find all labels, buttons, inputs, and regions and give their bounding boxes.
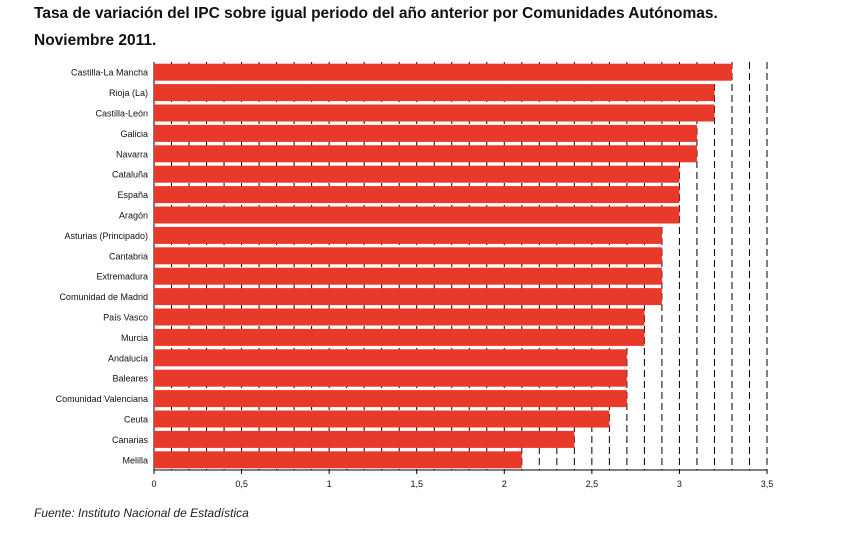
chart-title: Tasa de variación del IPC sobre igual pe… <box>34 5 718 22</box>
x-tick-label: 2,5 <box>586 479 599 489</box>
bar <box>154 226 662 244</box>
chart-subtitle: Noviembre 2011. <box>34 32 157 49</box>
category-label: Andalucía <box>108 353 148 363</box>
category-label: Comunidad Valenciana <box>56 394 148 404</box>
category-label: Canarias <box>112 435 149 445</box>
bar <box>154 267 662 285</box>
category-label: País Vasco <box>103 313 148 323</box>
x-tick-label: 3 <box>677 479 682 489</box>
category-label: España <box>117 190 148 200</box>
bar <box>154 186 680 204</box>
bar <box>154 410 610 428</box>
bar <box>154 247 662 265</box>
category-label: Cataluña <box>112 170 148 180</box>
category-label: Aragón <box>119 211 148 221</box>
bar <box>154 390 627 408</box>
category-label: Murcia <box>121 333 148 343</box>
category-label: Galicia <box>120 129 148 139</box>
bar <box>154 328 645 346</box>
x-tick-label: 0 <box>151 479 156 489</box>
bar <box>154 349 627 367</box>
category-label: Castilla-León <box>95 109 148 119</box>
bar <box>154 104 715 122</box>
category-label: Comunidad de Madrid <box>59 292 148 302</box>
bar <box>154 430 575 448</box>
bar <box>154 145 697 163</box>
x-tick-label: 2 <box>502 479 507 489</box>
bar <box>154 206 680 224</box>
bar <box>154 165 680 183</box>
x-tick-label: 0,5 <box>235 479 248 489</box>
x-tick-label: 1,5 <box>410 479 423 489</box>
category-label: Cantabria <box>109 251 148 261</box>
bar <box>154 288 662 306</box>
bar <box>154 63 732 81</box>
category-label: Navarra <box>116 149 148 159</box>
bar <box>154 451 522 469</box>
bar <box>154 124 697 142</box>
x-tick-label: 3,5 <box>761 479 774 489</box>
category-label: Baleares <box>112 374 148 384</box>
bar <box>154 84 715 102</box>
category-label: Ceuta <box>124 415 148 425</box>
x-tick-label: 1 <box>327 479 332 489</box>
category-label: Melilla <box>122 455 148 465</box>
bar <box>154 369 627 387</box>
category-label: Castilla-La Mancha <box>71 68 148 78</box>
category-label: Asturias (Principado) <box>64 231 148 241</box>
category-label: Rioja (La) <box>109 88 148 98</box>
category-label: Extremadura <box>96 272 148 282</box>
source-note: Fuente: Instituto Nacional de Estadístic… <box>34 506 249 520</box>
bar <box>154 308 645 326</box>
